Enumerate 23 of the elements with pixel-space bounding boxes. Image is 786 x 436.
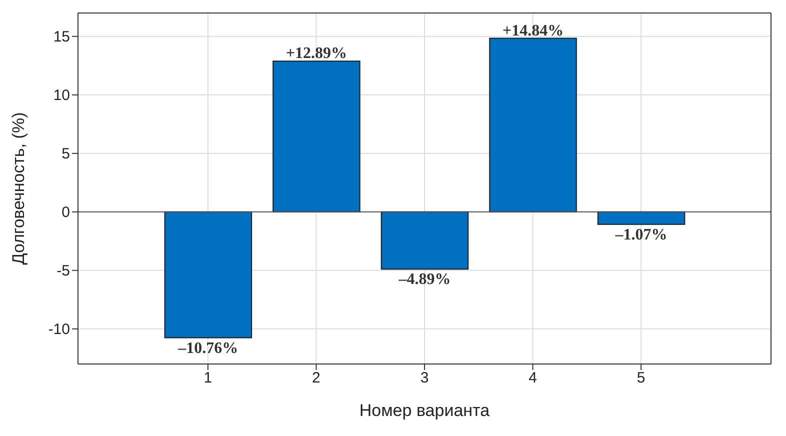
data-label: –4.89% (398, 271, 451, 288)
x-tick-label: 2 (312, 370, 320, 387)
bar (489, 38, 577, 212)
bar (272, 60, 360, 212)
y-axis-title: Долговечность, (%) (9, 112, 28, 265)
bar (597, 211, 686, 225)
data-label: +14.84% (502, 22, 564, 40)
data-label: –10.76% (177, 340, 238, 357)
x-tick-label: 3 (420, 370, 429, 387)
y-tick-label: 15 (53, 28, 70, 46)
data-label: +12.89% (286, 45, 348, 62)
y-tick-label: 5 (62, 146, 70, 163)
y-tick-label: -5 (56, 262, 70, 280)
bar (164, 211, 252, 338)
y-tick-label: 10 (53, 87, 70, 104)
x-tick-label: 4 (528, 370, 537, 387)
y-tick-label: 0 (62, 204, 70, 222)
x-tick-label: 5 (636, 370, 646, 387)
y-tick-label: -10 (48, 321, 70, 338)
x-tick-label: 1 (204, 370, 212, 387)
data-label: –1.07% (614, 226, 668, 244)
bar (380, 211, 469, 270)
x-axis-title: Номер варианта (359, 401, 490, 420)
